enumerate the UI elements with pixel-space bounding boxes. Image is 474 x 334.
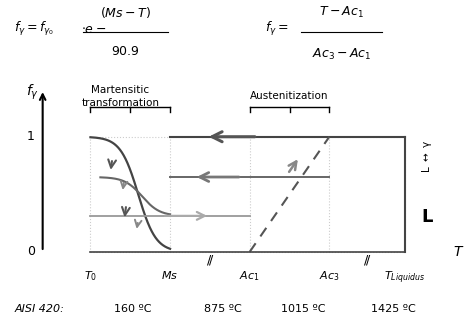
Text: Martensitic
transformation: Martensitic transformation [82, 85, 159, 108]
Text: $Ac_3$: $Ac_3$ [319, 269, 339, 283]
Text: $f_\gamma$: $f_\gamma$ [26, 82, 39, 102]
Text: $\cdot e -$: $\cdot e -$ [81, 23, 106, 36]
Text: $(Ms - T)$: $(Ms - T)$ [100, 5, 151, 20]
Text: $Ac_3 - Ac_1$: $Ac_3 - Ac_1$ [311, 47, 371, 62]
Text: $\!/\!/$: $\!/\!/$ [206, 253, 214, 267]
Text: 1015 ºC: 1015 ºC [281, 304, 326, 314]
Text: 1: 1 [27, 130, 35, 143]
Text: $T - Ac_1$: $T - Ac_1$ [319, 5, 364, 20]
Text: 1425 ºC: 1425 ºC [371, 304, 416, 314]
Text: 875 ºC: 875 ºC [204, 304, 242, 314]
Text: $f_\gamma = f_{\gamma_0}$: $f_\gamma = f_{\gamma_0}$ [14, 20, 55, 38]
Text: Austenitization: Austenitization [250, 92, 329, 102]
Text: $90.9$: $90.9$ [111, 45, 140, 58]
Text: L: L [421, 208, 433, 226]
Text: $T_0$: $T_0$ [84, 269, 97, 283]
Text: 0: 0 [27, 245, 35, 258]
Text: AISI 420:: AISI 420: [14, 304, 64, 314]
Text: $Ms$: $Ms$ [162, 269, 179, 281]
Text: L $\leftrightarrow$ γ: L $\leftrightarrow$ γ [420, 140, 434, 173]
Text: $\!/\!/$: $\!/\!/$ [363, 253, 371, 267]
Text: $T_{Liquidus}$: $T_{Liquidus}$ [384, 269, 426, 286]
Text: 160 ºC: 160 ºC [114, 304, 152, 314]
Text: $f_\gamma =$: $f_\gamma =$ [265, 20, 289, 38]
Text: $Ac_1$: $Ac_1$ [239, 269, 260, 283]
Text: $T$: $T$ [453, 245, 464, 259]
